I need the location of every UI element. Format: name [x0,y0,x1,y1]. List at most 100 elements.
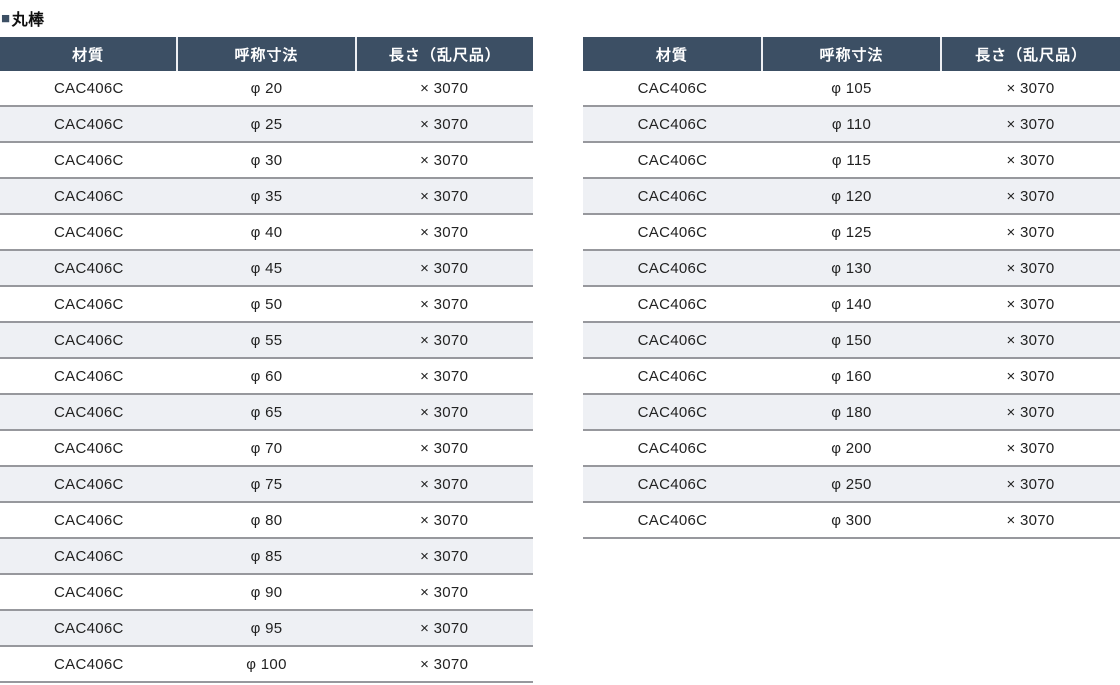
table-header: 材質 呼称寸法 長さ（乱尺品） [583,37,1120,71]
cell-material: CAC406C [54,439,124,457]
section-title: ■ 丸棒 [1,6,45,30]
cell-length: × 3070 [1006,259,1055,277]
column-header-nominal-size: 呼称寸法 [760,37,941,71]
table-row: CAC406C φ 130 × 3070 [583,251,1120,287]
table-row: CAC406C φ 180 × 3070 [583,395,1120,431]
cell-length: × 3070 [1006,223,1055,241]
cell-length: × 3070 [1006,475,1055,493]
table-row: CAC406C φ 150 × 3070 [583,323,1120,359]
column-header-material: 材質 [655,46,688,64]
cell-nominal-size: φ 180 [831,403,872,421]
cell-material: CAC406C [637,187,708,205]
cell-material: CAC406C [54,511,124,529]
cell-length: × 3070 [420,259,469,277]
cell-material: CAC406C [54,331,124,349]
cell-nominal-size: φ 95 [250,619,283,637]
cell-length: × 3070 [420,223,469,241]
cell-length: × 3070 [1006,187,1055,205]
table-body: CAC406C φ 20 × 3070 CAC406C φ 25 × 3070 CAC406… [0,71,533,683]
cell-nominal-size: φ 55 [250,331,283,349]
cell-nominal-size: φ 30 [250,151,283,169]
table-body: CAC406C φ 105 × 3070 CAC406C φ 110 × 3070 CAC4… [583,71,1120,539]
table-row: CAC406C φ 70 × 3070 [0,431,533,467]
cell-length: × 3070 [420,439,469,457]
cell-length: × 3070 [420,115,469,133]
table-row: CAC406C φ 50 × 3070 [0,287,533,323]
cell-material: CAC406C [54,259,124,277]
cell-length: × 3070 [420,403,469,421]
cell-nominal-size: φ 65 [250,403,283,421]
cell-material: CAC406C [637,331,708,349]
table-row: CAC406C φ 250 × 3070 [583,467,1120,503]
table-row: CAC406C φ 125 × 3070 [583,215,1120,251]
table-row: CAC406C φ 110 × 3070 [583,107,1120,143]
cell-nominal-size: φ 75 [250,475,283,493]
table-row: CAC406C φ 160 × 3070 [583,359,1120,395]
cell-nominal-size: φ 80 [250,511,283,529]
table-row: CAC406C φ 90 × 3070 [0,575,533,611]
cell-material: CAC406C [54,583,124,601]
cell-material: CAC406C [637,439,708,457]
table-row: CAC406C φ 105 × 3070 [583,71,1120,107]
cell-nominal-size: φ 300 [831,511,872,529]
cell-material: CAC406C [54,655,124,673]
table-header: 材質 呼称寸法 長さ（乱尺品） [0,37,533,71]
table-row: CAC406C φ 75 × 3070 [0,467,533,503]
column-header-material: 材質 [72,46,105,64]
table-row: CAC406C φ 40 × 3070 [0,215,533,251]
cell-nominal-size: φ 85 [250,547,283,565]
table-row: CAC406C φ 115 × 3070 [583,143,1120,179]
cell-material: CAC406C [637,151,708,169]
cell-material: CAC406C [637,511,708,529]
cell-nominal-size: φ 70 [250,439,283,457]
cell-nominal-size: φ 250 [831,475,872,493]
cell-nominal-size: φ 150 [831,331,872,349]
cell-nominal-size: φ 110 [831,115,872,133]
table-row: CAC406C φ 65 × 3070 [0,395,533,431]
cell-nominal-size: φ 50 [250,295,283,313]
cell-nominal-size: φ 140 [831,295,872,313]
cell-material: CAC406C [637,115,708,133]
cell-nominal-size: φ 200 [831,439,872,457]
column-header-length: 長さ（乱尺品） [940,37,1120,71]
cell-material: CAC406C [637,295,708,313]
cell-length: × 3070 [1006,331,1055,349]
cell-material: CAC406C [637,223,708,241]
cell-length: × 3070 [1006,115,1055,133]
round-bar-table-left: 材質 呼称寸法 長さ（乱尺品） CAC406C φ 20 × 3070 CAC406C… [0,37,533,683]
cell-material: CAC406C [637,79,708,97]
cell-material: CAC406C [54,475,124,493]
cell-length: × 3070 [420,619,469,637]
cell-length: × 3070 [420,547,469,565]
cell-length: × 3070 [420,367,469,385]
table-row: CAC406C φ 85 × 3070 [0,539,533,575]
cell-length: × 3070 [420,295,469,313]
table-row: CAC406C φ 35 × 3070 [0,179,533,215]
cell-nominal-size: φ 25 [250,115,283,133]
cell-material: CAC406C [637,403,708,421]
cell-length: × 3070 [420,511,469,529]
cell-length: × 3070 [1006,367,1055,385]
cell-material: CAC406C [54,403,124,421]
table-row: CAC406C φ 20 × 3070 [0,71,533,107]
cell-material: CAC406C [54,295,124,313]
cell-material: CAC406C [54,367,124,385]
cell-nominal-size: φ 125 [831,223,872,241]
section-title-text: 丸棒 [11,12,45,29]
cell-nominal-size: φ 40 [250,223,283,241]
cell-length: × 3070 [420,79,469,97]
cell-material: CAC406C [54,79,124,97]
table-row: CAC406C φ 140 × 3070 [583,287,1120,323]
cell-length: × 3070 [420,655,469,673]
cell-nominal-size: φ 60 [250,367,283,385]
cell-length: × 3070 [1006,151,1055,169]
table-row: CAC406C φ 60 × 3070 [0,359,533,395]
cell-nominal-size: φ 160 [831,367,872,385]
table-row: CAC406C φ 200 × 3070 [583,431,1120,467]
cell-material: CAC406C [637,475,708,493]
round-bar-table-right: 材質 呼称寸法 長さ（乱尺品） CAC406C φ 105 × 3070 CAC406… [583,37,1120,539]
cell-length: × 3070 [420,475,469,493]
cell-material: CAC406C [54,151,124,169]
table-row: CAC406C φ 300 × 3070 [583,503,1120,539]
